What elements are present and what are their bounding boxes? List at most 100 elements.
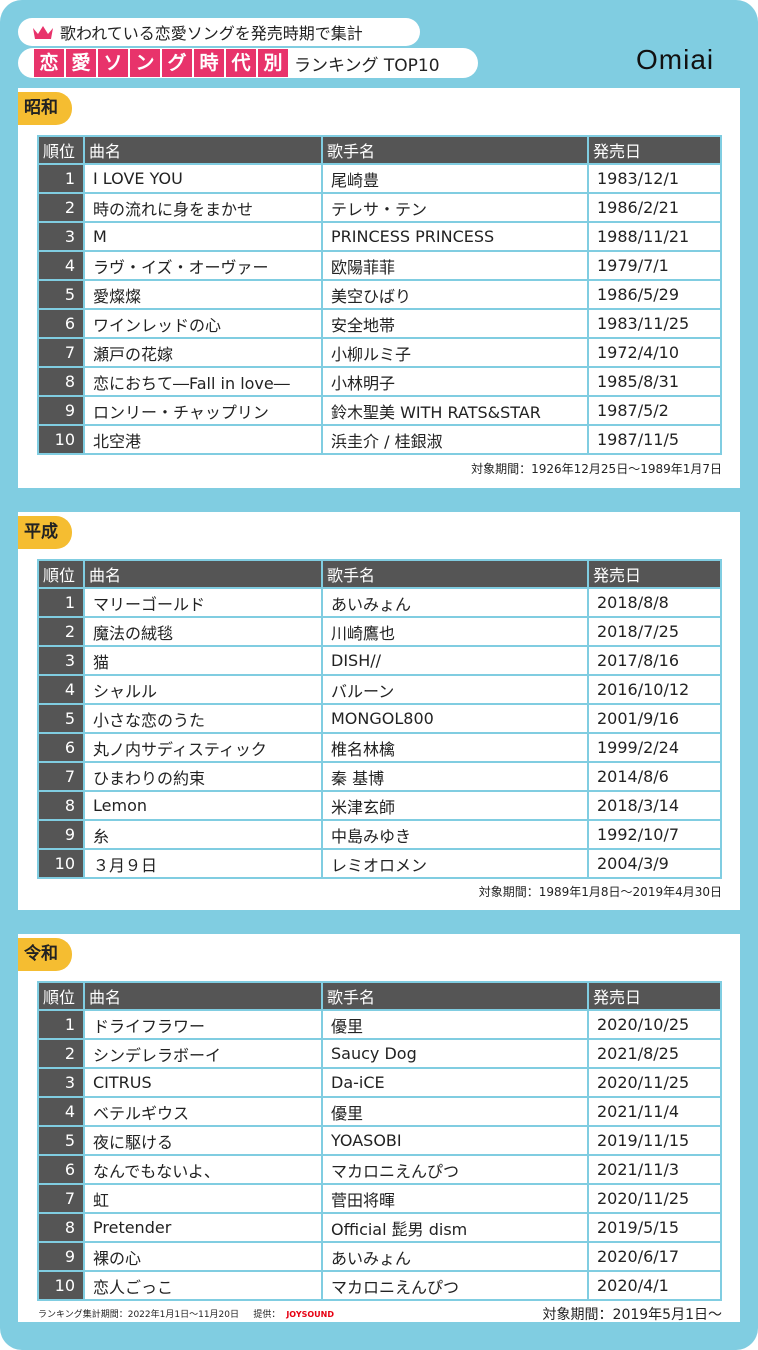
title-char: 代 bbox=[226, 49, 256, 77]
rank: 9 bbox=[37, 395, 85, 426]
table-row: 7 瀬戸の花嫁 小柳ルミ子 1972/4/10 bbox=[37, 337, 722, 368]
section-showa: 昭和 順位 曲名 歌手名 発売日 1 I LOVE YOU 尾崎豊 1983/1… bbox=[18, 88, 740, 488]
rank: 3 bbox=[37, 645, 85, 676]
release-date: 2019/5/15 bbox=[587, 1212, 722, 1243]
song: シンデレラボーイ bbox=[83, 1038, 323, 1069]
song: なんでもないよ、 bbox=[83, 1154, 323, 1185]
table-row: 8 恋におちて―Fall in love― 小林明子 1985/8/31 bbox=[37, 366, 722, 397]
song: マリーゴールド bbox=[83, 587, 323, 618]
release-date: 1988/11/21 bbox=[587, 221, 722, 252]
rank: 2 bbox=[37, 1038, 85, 1069]
artist: 小柳ルミ子 bbox=[321, 337, 589, 368]
rank: 6 bbox=[37, 732, 85, 763]
section-heisei: 平成 順位 曲名 歌手名 発売日 1 マリーゴールド あいみょん 2018/8/… bbox=[18, 512, 740, 910]
release-date: 1985/8/31 bbox=[587, 366, 722, 397]
table-row: 1 I LOVE YOU 尾崎豊 1983/12/1 bbox=[37, 163, 722, 194]
rank: 1 bbox=[37, 587, 85, 618]
table-row: 3 M PRINCESS PRINCESS 1988/11/21 bbox=[37, 221, 722, 252]
song: ワインレッドの心 bbox=[83, 308, 323, 339]
song: 猫 bbox=[83, 645, 323, 676]
rank: 5 bbox=[37, 1125, 85, 1156]
col-rank: 順位 bbox=[37, 559, 85, 589]
title-highlight: 恋愛ソング時代別 bbox=[34, 49, 290, 77]
song: 恋におちて―Fall in love― bbox=[83, 366, 323, 397]
release-date: 2021/11/3 bbox=[587, 1154, 722, 1185]
artist: テレサ・テン bbox=[321, 192, 589, 223]
table-row: 9 糸 中島みゆき 1992/10/7 bbox=[37, 819, 722, 850]
col-song: 曲名 bbox=[83, 981, 323, 1011]
title-char: 恋 bbox=[34, 49, 64, 77]
release-date: 2004/3/9 bbox=[587, 848, 722, 879]
title-char: ン bbox=[130, 49, 160, 77]
artist: 中島みゆき bbox=[321, 819, 589, 850]
artist: 椎名林檎 bbox=[321, 732, 589, 763]
table-row: 5 夜に駆ける YOASOBI 2019/11/15 bbox=[37, 1125, 722, 1156]
release-date: 2017/8/16 bbox=[587, 645, 722, 676]
rank: 6 bbox=[37, 1154, 85, 1185]
title-char: ソ bbox=[98, 49, 128, 77]
artist: 優里 bbox=[321, 1096, 589, 1127]
song: 小さな恋のうた bbox=[83, 703, 323, 734]
artist: レミオロメン bbox=[321, 848, 589, 879]
artist: 菅田将暉 bbox=[321, 1183, 589, 1214]
release-date: 1983/12/1 bbox=[587, 163, 722, 194]
artist: MONGOL800 bbox=[321, 703, 589, 734]
artist: Official 髭男 dism bbox=[321, 1212, 589, 1243]
artist: あいみょん bbox=[321, 1241, 589, 1272]
release-date: 2020/11/25 bbox=[587, 1067, 722, 1098]
rank: 1 bbox=[37, 163, 85, 194]
table-row: 9 ロンリー・チャップリン 鈴木聖美 WITH RATS&STAR 1987/5… bbox=[37, 395, 722, 426]
table-row: 6 ワインレッドの心 安全地帯 1983/11/25 bbox=[37, 308, 722, 339]
table-row: 7 ひまわりの約束 秦 基博 2014/8/6 bbox=[37, 761, 722, 792]
rank: 9 bbox=[37, 1241, 85, 1272]
artist: Da-iCE bbox=[321, 1067, 589, 1098]
title-char: 愛 bbox=[66, 49, 96, 77]
release-date: 2018/3/14 bbox=[587, 790, 722, 821]
era-tag: 令和 bbox=[18, 938, 72, 971]
headline-pill: 歌われている恋愛ソングを発売時期で集計 bbox=[18, 18, 420, 46]
table-row: 7 虹 菅田将暉 2020/11/25 bbox=[37, 1183, 722, 1214]
ranking-table: 順位 曲名 歌手名 発売日 1 ドライフラワー 優里 2020/10/25 2 … bbox=[37, 981, 722, 1301]
release-date: 2016/10/12 bbox=[587, 674, 722, 705]
table-row: 4 ラヴ・イズ・オーヴァー 欧陽菲菲 1979/7/1 bbox=[37, 250, 722, 281]
rank: 10 bbox=[37, 424, 85, 455]
title-char: グ bbox=[162, 49, 192, 77]
song: ひまわりの約束 bbox=[83, 761, 323, 792]
rank: 4 bbox=[37, 250, 85, 281]
release-date: 1987/11/5 bbox=[587, 424, 722, 455]
song: 糸 bbox=[83, 819, 323, 850]
artist: マカロニえんぴつ bbox=[321, 1154, 589, 1185]
rank: 9 bbox=[37, 819, 85, 850]
col-song: 曲名 bbox=[83, 559, 323, 589]
song: シャルル bbox=[83, 674, 323, 705]
song: 裸の心 bbox=[83, 1241, 323, 1272]
artist: あいみょん bbox=[321, 587, 589, 618]
table-row: 3 猫 DISH// 2017/8/16 bbox=[37, 645, 722, 676]
col-date: 発売日 bbox=[587, 981, 722, 1011]
artist: 小林明子 bbox=[321, 366, 589, 397]
table-row: 10 ３月９日 レミオロメン 2004/3/9 bbox=[37, 848, 722, 879]
era-tag: 昭和 bbox=[18, 92, 72, 125]
song: ドライフラワー bbox=[83, 1009, 323, 1040]
release-date: 2014/8/6 bbox=[587, 761, 722, 792]
artist: 美空ひばり bbox=[321, 279, 589, 310]
rank: 10 bbox=[37, 1270, 85, 1301]
rank: 2 bbox=[37, 616, 85, 647]
artist: マカロニえんぴつ bbox=[321, 1270, 589, 1301]
song: 丸ノ内サディスティック bbox=[83, 732, 323, 763]
artist: 安全地帯 bbox=[321, 308, 589, 339]
col-rank: 順位 bbox=[37, 135, 85, 165]
table-row: 5 愛燦燦 美空ひばり 1986/5/29 bbox=[37, 279, 722, 310]
col-song: 曲名 bbox=[83, 135, 323, 165]
song: M bbox=[83, 221, 323, 252]
table-row: 6 なんでもないよ、 マカロニえんぴつ 2021/11/3 bbox=[37, 1154, 722, 1185]
rank: 8 bbox=[37, 366, 85, 397]
aggregation-period: ランキング集計期間：2022年1月1日～11月20日 bbox=[38, 1310, 239, 1320]
table-row: 3 CITRUS Da-iCE 2020/11/25 bbox=[37, 1067, 722, 1098]
song: 魔法の絨毯 bbox=[83, 616, 323, 647]
release-date: 1983/11/25 bbox=[587, 308, 722, 339]
table-row: 1 マリーゴールド あいみょん 2018/8/8 bbox=[37, 587, 722, 618]
table-header: 順位 曲名 歌手名 発売日 bbox=[37, 135, 722, 165]
footer-note: ランキング集計期間：2022年1月1日～11月20日 提供： JOYSOUND bbox=[38, 1307, 334, 1320]
